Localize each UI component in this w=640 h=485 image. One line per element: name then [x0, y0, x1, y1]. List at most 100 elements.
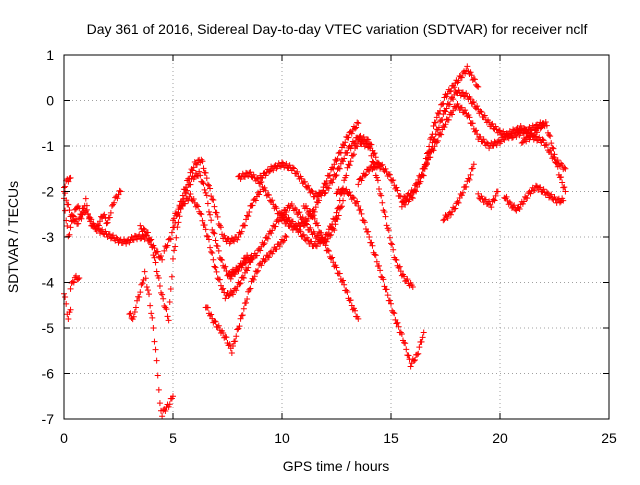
- data-point: [198, 156, 205, 163]
- data-point: [464, 63, 471, 70]
- data-point: [264, 253, 271, 260]
- data-point: [168, 273, 175, 280]
- data-point: [164, 313, 171, 320]
- data-point: [65, 201, 72, 208]
- y-tick-label: -2: [42, 184, 55, 200]
- data-point: [110, 232, 117, 239]
- data-point: [246, 169, 253, 176]
- data-point: [490, 196, 497, 203]
- data-point: [396, 263, 403, 270]
- data-point: [215, 247, 222, 254]
- data-point: [336, 197, 343, 204]
- data-point: [445, 116, 452, 123]
- data-point: [334, 155, 341, 162]
- data-point: [67, 306, 74, 313]
- data-point: [386, 297, 393, 304]
- data-point: [126, 311, 133, 318]
- data-point: [168, 229, 175, 236]
- data-point: [353, 142, 360, 149]
- data-point: [143, 284, 150, 291]
- data-point: [317, 240, 324, 247]
- data-point: [554, 163, 561, 170]
- data-point: [530, 132, 537, 139]
- data-point: [562, 188, 569, 195]
- data-point: [212, 318, 219, 325]
- data-point: [165, 403, 172, 410]
- data-point: [443, 105, 450, 112]
- data-point: [347, 297, 354, 304]
- data-point: [352, 139, 359, 146]
- data-point: [250, 276, 257, 283]
- data-point: [67, 174, 74, 181]
- data-point: [382, 165, 389, 172]
- data-point: [193, 161, 200, 168]
- data-point: [441, 216, 448, 223]
- data-point: [240, 305, 247, 312]
- data-point: [202, 169, 209, 176]
- data-point: [358, 177, 365, 184]
- data-point: [170, 393, 176, 400]
- data-point: [391, 310, 398, 317]
- data-point: [181, 200, 188, 207]
- data-point: [333, 172, 340, 179]
- data-point: [250, 171, 257, 178]
- data-point: [199, 158, 206, 165]
- data-point: [313, 219, 320, 226]
- data-point: [227, 272, 234, 279]
- data-point: [229, 291, 236, 298]
- data-point: [264, 235, 271, 242]
- data-point: [151, 338, 158, 345]
- data-point: [177, 205, 184, 212]
- data-point: [558, 174, 565, 181]
- data-point: [373, 164, 380, 171]
- data-point: [204, 304, 211, 311]
- data-point: [305, 215, 312, 222]
- data-point: [141, 268, 148, 275]
- data-point: [524, 195, 531, 202]
- data-point: [269, 227, 276, 234]
- data-point: [330, 176, 337, 183]
- y-tick-label: -1: [42, 138, 55, 154]
- data-point: [500, 136, 507, 143]
- data-point: [166, 299, 173, 306]
- data-point: [95, 222, 102, 229]
- data-point: [300, 231, 307, 238]
- data-point: [136, 293, 143, 300]
- data-point: [328, 255, 335, 262]
- data-point: [87, 218, 94, 225]
- data-point: [335, 186, 342, 193]
- data-point: [65, 316, 72, 323]
- data-point: [513, 133, 520, 140]
- data-point: [477, 133, 484, 140]
- data-point: [346, 162, 353, 169]
- data-point: [561, 164, 568, 171]
- data-point: [211, 203, 218, 210]
- data-point: [404, 276, 411, 283]
- data-point: [480, 136, 487, 143]
- data-point: [463, 90, 470, 97]
- data-point: [350, 195, 357, 202]
- data-point: [289, 218, 296, 225]
- data-point: [451, 84, 458, 91]
- data-point: [221, 264, 228, 271]
- y-tick-label: -7: [42, 411, 55, 427]
- data-point: [341, 142, 348, 149]
- data-point: [247, 169, 254, 176]
- data-point: [190, 195, 197, 202]
- data-point: [257, 247, 264, 254]
- data-point: [235, 267, 242, 274]
- data-point: [318, 229, 325, 236]
- data-series-5: [67, 272, 83, 292]
- data-point: [313, 243, 320, 250]
- data-point: [249, 202, 256, 209]
- data-point: [321, 190, 328, 197]
- data-point: [96, 218, 103, 225]
- data-point: [333, 264, 340, 271]
- data-point: [283, 234, 290, 240]
- data-series-3: [61, 174, 74, 191]
- data-point: [197, 172, 204, 179]
- data-point: [241, 260, 248, 267]
- data-point: [282, 232, 289, 239]
- data-point: [163, 306, 170, 313]
- data-point: [238, 264, 245, 271]
